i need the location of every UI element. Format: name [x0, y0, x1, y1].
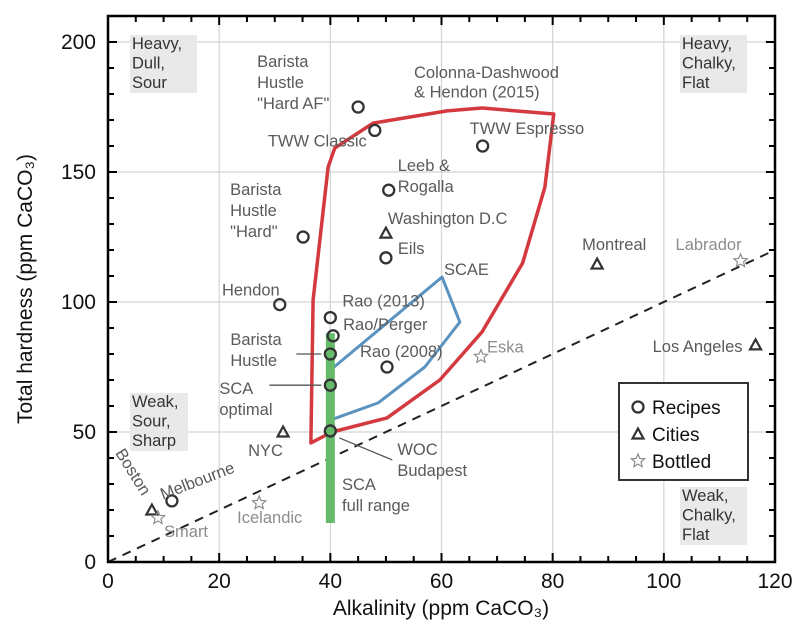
point-label: Barista Hustle "Hard AF" — [257, 53, 329, 113]
recipes-point — [326, 329, 340, 343]
y-tick-label: 150 — [61, 161, 96, 184]
recipes-point — [475, 139, 490, 153]
recipes-point — [165, 494, 179, 508]
point-label: SCA optimal — [219, 380, 272, 419]
x-tick-label: 100 — [646, 570, 681, 593]
point-label: Barista Hustle — [230, 331, 282, 370]
reference-line-y-equals-x — [107, 249, 776, 563]
recipes-point — [380, 360, 394, 374]
point-label: Boston — [112, 446, 154, 499]
recipes-point — [323, 378, 337, 392]
x-tick-label: 80 — [541, 570, 564, 593]
cities-point — [748, 337, 763, 351]
quadrant-labels: Heavy, Dull, Sour Heavy, Chalky, Flat Weak, Sou… — [130, 35, 747, 545]
point-label: Rao (2013) — [342, 293, 425, 311]
y-tick-label: 200 — [61, 31, 96, 54]
y-axis-label: Total hardness (ppm CaCO₃) — [14, 154, 37, 424]
quadrant-label: Heavy, Chalky, Flat — [682, 35, 736, 92]
recipes-point — [296, 230, 310, 244]
points — [144, 100, 763, 525]
point-label: Eska — [487, 339, 525, 357]
point-label: Los Angeles — [653, 338, 743, 356]
cities-point — [275, 424, 291, 438]
quadrant-label: Weak, Sour, Sharp — [132, 393, 178, 450]
point-label: Leeb & Rogalla — [398, 157, 455, 196]
bottled-point — [149, 509, 167, 525]
x-axis-label: Alkalinity (ppm CaCO₃) — [333, 597, 549, 620]
point-label: Hendon — [222, 282, 280, 300]
y-tick-label: 50 — [73, 421, 96, 444]
point-label: WOC Budapest — [397, 441, 467, 480]
point-label: Eils — [398, 240, 425, 258]
legend-entry-recipes: Recipes — [652, 398, 721, 419]
point-label: Rao/Perger — [343, 316, 428, 334]
point-label: Rao (2008) — [360, 343, 443, 361]
point-label: Barista Hustle "Hard" — [230, 181, 282, 241]
point-label: NYC — [248, 442, 283, 460]
recipes-point — [323, 424, 337, 438]
leader-line — [339, 437, 393, 461]
quadrant-label-box — [130, 393, 188, 451]
grid — [108, 16, 775, 562]
bottled-point — [472, 348, 490, 364]
point-label: Melbourne — [158, 459, 237, 504]
x-tick-label: 20 — [207, 570, 230, 593]
range-bar-label: SCA full range — [342, 476, 410, 515]
cities-point — [378, 225, 394, 239]
range-bar-group: SCA full range — [325, 333, 410, 523]
quadrant-label-box — [680, 487, 747, 545]
y-tick-label: 100 — [61, 291, 96, 314]
point-label: Montreal — [582, 236, 646, 254]
legend-marker-recipes — [631, 400, 645, 414]
legend-marker-cities — [630, 426, 646, 440]
reference-line-group — [107, 249, 776, 563]
point-label: Icelandic — [237, 509, 302, 527]
point-label: Labrador — [676, 236, 743, 254]
x-tick-label: 40 — [319, 570, 342, 593]
cities-point — [144, 502, 160, 516]
legend-entry-bottled: Bottled — [652, 452, 711, 473]
leader-lines — [269, 353, 393, 461]
cities-point — [589, 256, 605, 270]
legend-entry-cities: Cities — [652, 425, 700, 446]
recipes-point — [382, 183, 396, 197]
quadrant-label-box — [680, 35, 747, 93]
point-label: Smart — [164, 523, 208, 541]
quadrant-label-box — [130, 35, 197, 93]
legend: Recipes Cities Bottled — [618, 382, 749, 481]
recipes-point — [323, 347, 337, 361]
sca-full-range-bar — [325, 333, 335, 523]
quadrant-label: Heavy, Dull, Sour — [132, 35, 182, 92]
y-tick-label: 0 — [84, 551, 96, 574]
x-tick-label: 60 — [430, 570, 453, 593]
recipes-point — [273, 297, 287, 312]
recipes-point — [351, 100, 365, 114]
x-tick-label: 0 — [102, 570, 114, 593]
point-label: Washington D.C — [388, 210, 508, 228]
region-colonna-dashwood-hendon — [309, 106, 556, 445]
recipes-point — [323, 310, 337, 325]
point-label: TWW Espresso — [470, 120, 585, 138]
recipes-point — [379, 251, 393, 265]
bottled-point — [251, 494, 268, 510]
recipes-point — [368, 123, 382, 138]
bottled-point — [732, 252, 749, 268]
quadrant-label: Weak, Chalky, Flat — [682, 487, 736, 544]
x-tick-label: 120 — [757, 570, 792, 593]
legend-marker-bottled — [629, 452, 647, 468]
axes: 0 20 40 60 80 100 120 0 50 100 150 200 — [61, 14, 793, 593]
region-label: SCAE — [444, 261, 489, 279]
point-label: TWW Classic — [268, 132, 367, 150]
region-label: Colonna-Dashwood & Hendon (2015) — [414, 64, 559, 102]
